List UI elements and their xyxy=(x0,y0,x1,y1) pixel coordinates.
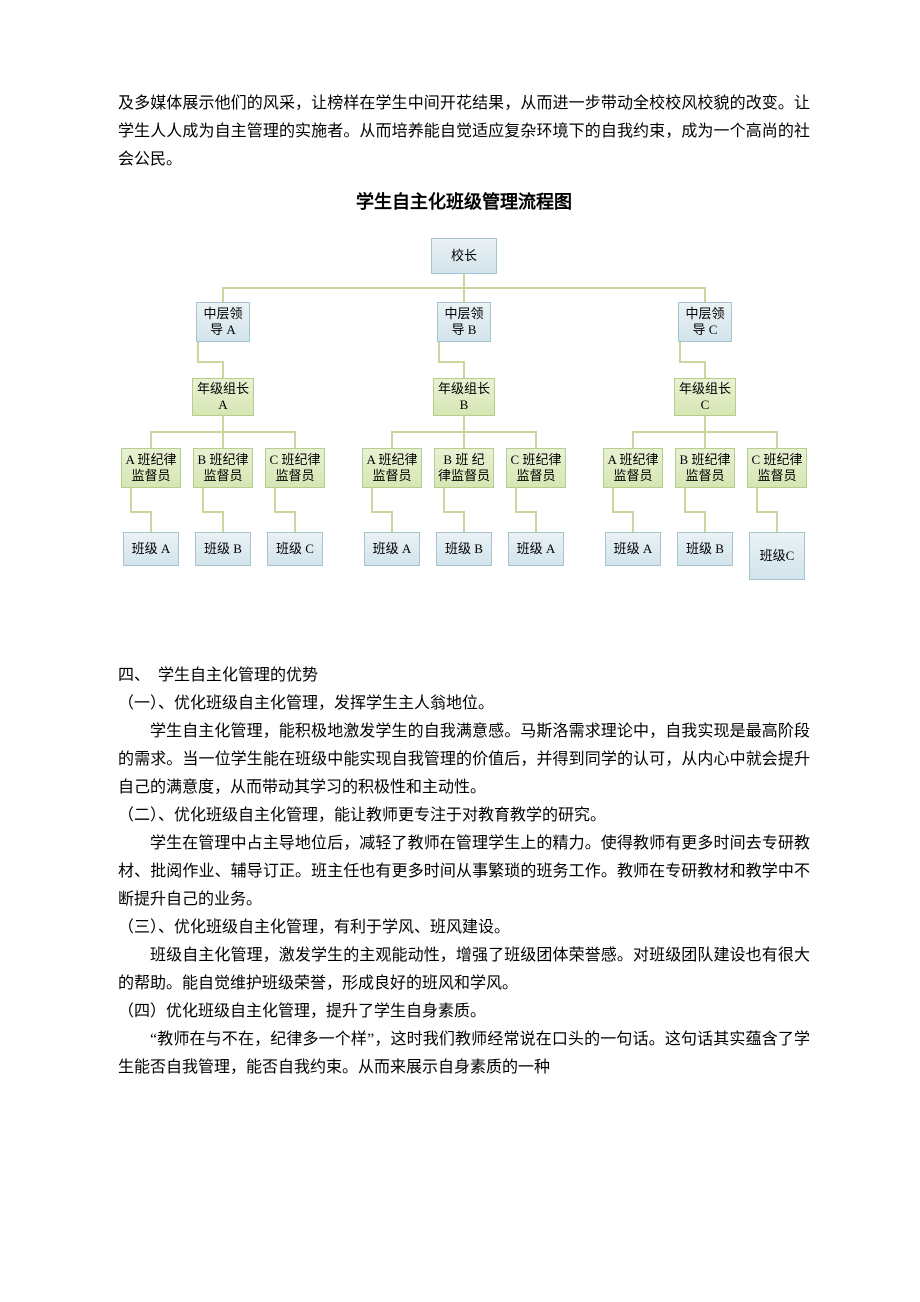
node-sup-c1: A 班纪律监督员 xyxy=(603,448,663,488)
node-cls-c3: 班级C xyxy=(749,532,805,580)
node-sup-a1: A 班纪律监督员 xyxy=(121,448,181,488)
node-cls-a1: 班级 A xyxy=(123,532,179,566)
node-cls-a2: 班级 B xyxy=(195,532,251,566)
node-root: 校长 xyxy=(431,238,497,274)
node-cls-c1: 班级 A xyxy=(605,532,661,566)
node-sup-a3: C 班纪律监督员 xyxy=(265,448,325,488)
node-cls-b2: 班级 B xyxy=(436,532,492,566)
sub1-head: （一）、优化班级自主化管理，发挥学生主人翁地位。 xyxy=(118,690,810,718)
sub4-head: （四）优化班级自主化管理，提升了学生自身素质。 xyxy=(118,998,810,1026)
node-mid-c: 中层领导 C xyxy=(678,302,732,342)
page-content: 及多媒体展示他们的风采，让榜样在学生中间开花结果，从而进一步带动全校校风校貌的改… xyxy=(0,0,920,1142)
sub3-head: （三）、优化班级自主化管理，有利于学风、班风建设。 xyxy=(118,914,810,942)
node-sup-b1: A 班纪律监督员 xyxy=(362,448,422,488)
node-grade-b: 年级组长B xyxy=(433,378,495,416)
node-cls-b1: 班级 A xyxy=(364,532,420,566)
sub3-body: 班级自主化管理，激发学生的主观能动性，增强了班级团体荣誉感。对班级团队建设也有很… xyxy=(118,942,810,998)
node-grade-c: 年级组长C xyxy=(674,378,736,416)
node-mid-a: 中层领导 A xyxy=(196,302,250,342)
node-mid-b: 中层领导 B xyxy=(437,302,491,342)
flowchart: 校长 中层领导 A 中层领导 B 中层领导 C 年级组长A 年级组长B 年级组长… xyxy=(118,232,810,632)
node-sup-c3: C 班纪律监督员 xyxy=(747,448,807,488)
node-sup-b2: B 班 纪 律监督员 xyxy=(434,448,494,488)
sub4-body: “教师在与不在，纪律多一个样”，这时我们教师经常说在口头的一句话。这句话其实蕴含… xyxy=(118,1026,810,1082)
sub1-body: 学生自主化管理，能积极地激发学生的自我满意感。马斯洛需求理论中，自我实现是最高阶… xyxy=(118,718,810,802)
sub2-head: （二）、优化班级自主化管理，能让教师更专注于对教育教学的研究。 xyxy=(118,802,810,830)
node-cls-a3: 班级 C xyxy=(267,532,323,566)
node-sup-c2: B 班纪律监督员 xyxy=(675,448,735,488)
node-sup-b3: C 班纪律监督员 xyxy=(506,448,566,488)
node-cls-c2: 班级 B xyxy=(677,532,733,566)
section4-heading: 四、 学生自主化管理的优势 xyxy=(118,662,810,690)
node-sup-a2: B 班纪律监督员 xyxy=(193,448,253,488)
flowchart-connectors xyxy=(118,232,810,632)
flowchart-title: 学生自主化班级管理流程图 xyxy=(118,188,810,214)
sub2-body: 学生在管理中占主导地位后，减轻了教师在管理学生上的精力。使得教师有更多时间去专研… xyxy=(118,830,810,914)
intro-paragraph: 及多媒体展示他们的风采，让榜样在学生中间开花结果，从而进一步带动全校校风校貌的改… xyxy=(118,90,810,174)
node-cls-b3: 班级 A xyxy=(508,532,564,566)
node-grade-a: 年级组长A xyxy=(192,378,254,416)
